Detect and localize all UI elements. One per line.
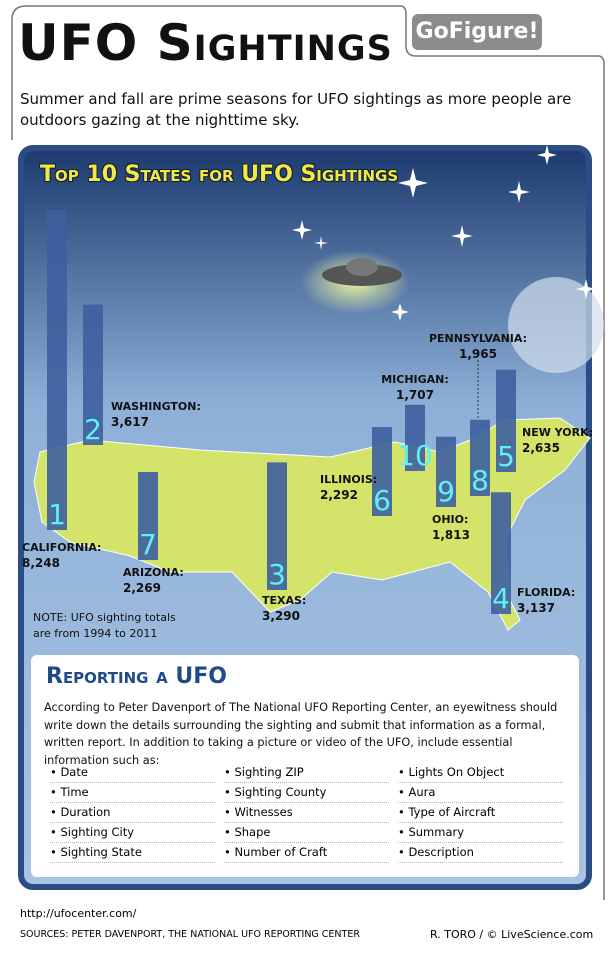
state-label: OHIO: (432, 513, 468, 526)
bar (267, 462, 287, 590)
rank-label: 10 (397, 439, 433, 472)
frame (11, 5, 605, 900)
state-label: NEW YORK: (522, 426, 593, 439)
list-item: Sighting City (50, 823, 215, 843)
state-label: ARIZONA: (123, 566, 184, 579)
list-item: Sighting State (50, 843, 215, 863)
value-label: 2,635 (522, 441, 560, 455)
report-title: Reporting a UFO (46, 664, 228, 689)
credit: R. TORO / © LiveScience.com (430, 928, 594, 941)
list-item: Time (50, 783, 215, 803)
value-label: 1,707 (396, 388, 434, 402)
chart-title: Top 10 States for UFO Sightings (40, 162, 399, 187)
ufo-dome (346, 258, 378, 276)
value-label: 1,813 (432, 528, 470, 542)
list-item: Type of Aircraft (398, 803, 563, 823)
badge: GoFigure! (412, 14, 542, 50)
url: http://ufocenter.com/ (20, 907, 137, 920)
bar (138, 471, 158, 560)
list-item: Shape (224, 823, 389, 843)
state-label: WASHINGTON: (111, 400, 201, 413)
list-item: Sighting ZIP (224, 763, 389, 783)
rank-label: 1 (48, 498, 66, 531)
state-label: FLORIDA: (517, 586, 575, 599)
bar (372, 427, 392, 516)
rank-label: 5 (497, 440, 515, 473)
bar (436, 436, 456, 507)
value-label: 3,617 (111, 415, 149, 429)
report-text: According to Peter Davenport of The Nati… (44, 701, 558, 767)
list-item: Duration (50, 803, 215, 823)
value-label: 8,248 (22, 556, 60, 570)
value-label: 2,292 (320, 488, 358, 502)
bar (491, 492, 511, 614)
list-item: Witnesses (224, 803, 389, 823)
moon (508, 277, 604, 373)
state-label: MICHIGAN: (381, 373, 449, 386)
bar (47, 209, 67, 530)
list-item: Sighting County (224, 783, 389, 803)
value-label: 2,269 (123, 581, 161, 595)
list-item: Number of Craft (224, 843, 389, 863)
value-label: 1,965 (459, 347, 497, 361)
intro: Summer and fall are prime seasons for UF… (20, 90, 572, 129)
list-item: Summary (398, 823, 563, 843)
value-label: 3,290 (262, 609, 300, 623)
note: NOTE: UFO sighting totals are from 1994 … (33, 611, 176, 640)
list-item: Aura (398, 783, 563, 803)
state-label: ILLINOIS: (320, 473, 377, 486)
rank-label: 7 (139, 528, 157, 561)
state-label: PENNSYLVANIA: (429, 332, 527, 345)
value-label: 3,137 (517, 601, 555, 615)
bar (405, 404, 425, 471)
bar (83, 304, 103, 445)
rank-label: 2 (84, 413, 102, 446)
list-item: Lights On Object (398, 763, 563, 783)
rank-label: 9 (437, 475, 455, 508)
rank-label: 6 (373, 484, 391, 517)
list-item: Date (50, 763, 215, 783)
rank-label: 3 (268, 558, 286, 591)
state-label: CALIFORNIA: (22, 541, 101, 554)
rank-label: 4 (492, 582, 510, 615)
stars (292, 145, 596, 321)
state-label: TEXAS: (262, 594, 306, 607)
title: UFO Sightings (18, 14, 393, 72)
bar (496, 369, 516, 472)
rank-label: 8 (471, 464, 489, 497)
bar (470, 419, 490, 496)
item-list: DateTimeDurationSighting CitySighting St… (50, 763, 570, 863)
sources: SOURCES: PETER DAVENPORT, THE NATIONAL U… (20, 929, 360, 940)
list-item: Description (398, 843, 563, 863)
